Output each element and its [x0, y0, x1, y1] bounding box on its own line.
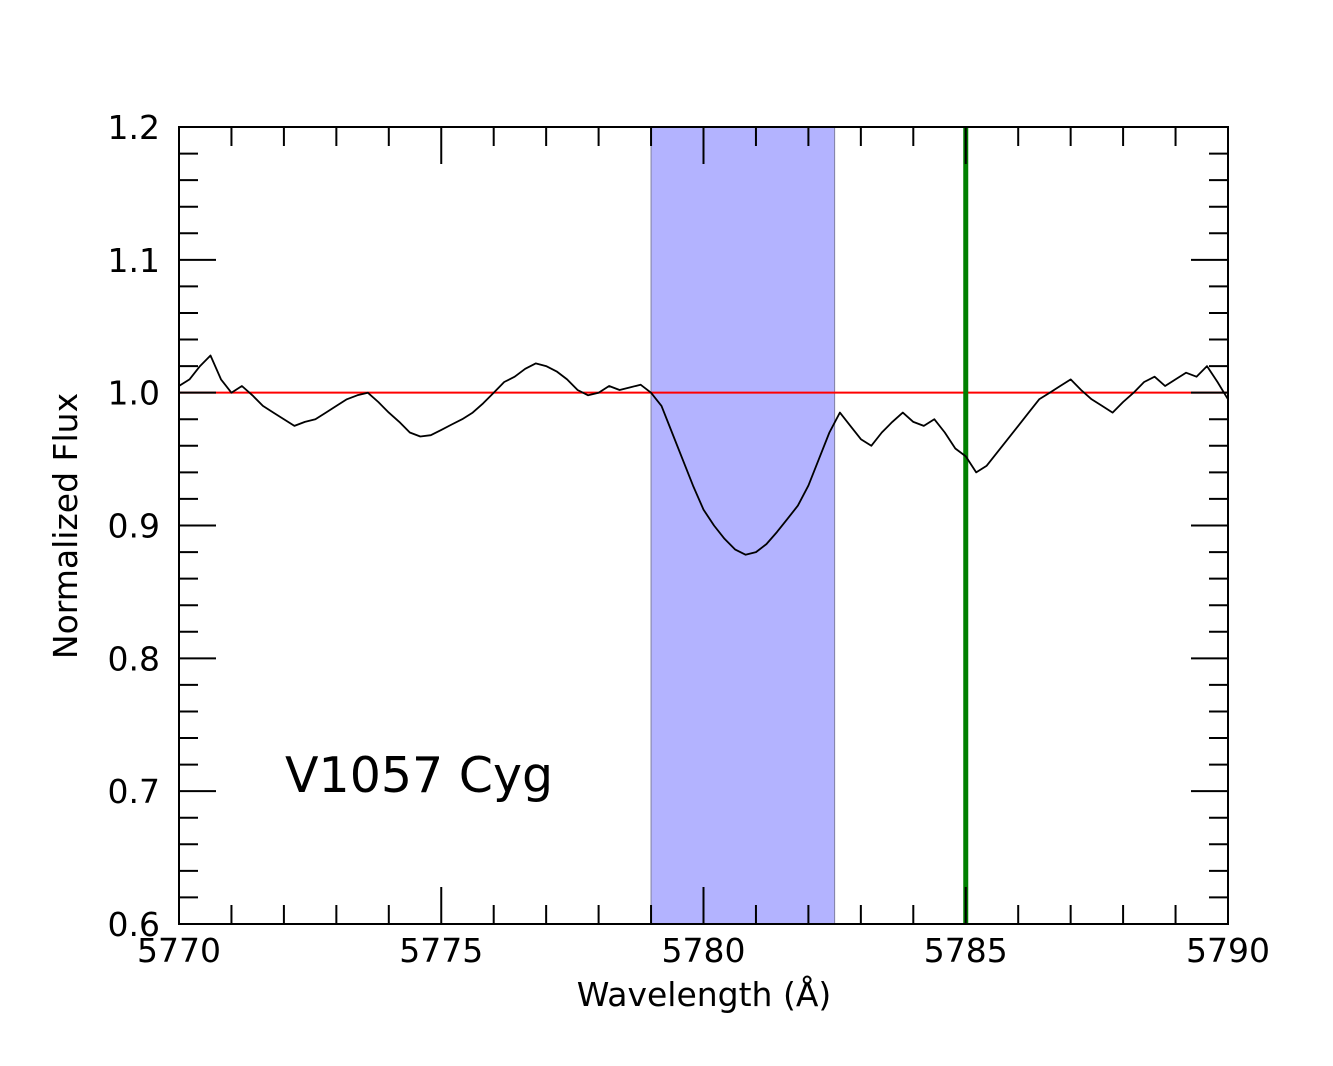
x-tick-label: 5775: [399, 931, 483, 970]
shaded-band: [650, 126, 836, 925]
x-tick-label: 5785: [924, 931, 1008, 970]
x-tick-label: 5780: [662, 931, 746, 970]
y-tick-label: 0.7: [108, 772, 160, 811]
x-tick-label: 5790: [1186, 931, 1270, 970]
x-tick-label: 5770: [137, 931, 221, 970]
y-tick-label: 0.8: [108, 639, 160, 678]
plot-layer: [179, 126, 1228, 925]
star-name-annotation: V1057 Cyg: [285, 747, 553, 804]
y-tick-label: 1.1: [108, 241, 160, 280]
y-tick-label: 0.6: [108, 905, 160, 944]
spectrum-series-line: [179, 354, 1228, 556]
y-tick-label: 0.9: [108, 507, 160, 546]
y-axis-title: Normalized Flux: [46, 393, 85, 659]
axes-layer: 5770 5775 5780 5785 5790 0.6 0.7 0.8 0.9 1.0 1.1 1.…: [108, 108, 1270, 970]
y-tick-label: 1.2: [108, 108, 160, 147]
x-axis-title: Wavelength (Å): [577, 974, 832, 1014]
y-tick-label: 1.0: [108, 374, 160, 413]
